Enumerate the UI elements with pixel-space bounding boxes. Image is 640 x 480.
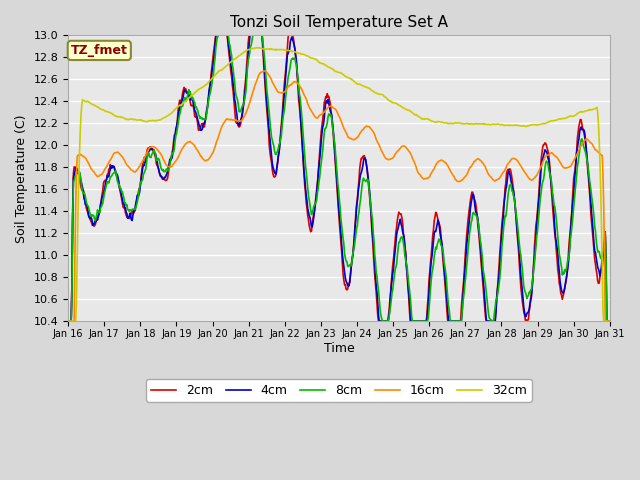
16cm xyxy=(74,152,82,158)
4cm xyxy=(214,27,221,33)
8cm xyxy=(74,169,82,175)
16cm xyxy=(260,68,268,74)
8cm xyxy=(185,87,193,93)
4cm xyxy=(74,170,82,176)
4cm xyxy=(64,318,72,324)
8cm xyxy=(216,27,223,33)
16cm xyxy=(185,139,193,145)
32cm xyxy=(74,214,82,220)
2cm xyxy=(606,318,614,324)
2cm xyxy=(406,307,413,312)
16cm xyxy=(64,318,72,324)
X-axis label: Time: Time xyxy=(324,342,355,355)
32cm xyxy=(253,45,260,50)
16cm xyxy=(406,149,413,155)
16cm xyxy=(606,318,614,324)
2cm xyxy=(421,318,429,324)
4cm xyxy=(185,91,193,97)
32cm xyxy=(130,117,138,122)
2cm xyxy=(214,27,222,33)
4cm xyxy=(606,318,614,324)
4cm xyxy=(214,27,222,33)
32cm xyxy=(185,95,193,101)
2cm xyxy=(212,27,220,33)
Title: Tonzi Soil Temperature Set A: Tonzi Soil Temperature Set A xyxy=(230,15,448,30)
16cm xyxy=(214,137,221,143)
Legend: 2cm, 4cm, 8cm, 16cm, 32cm: 2cm, 4cm, 8cm, 16cm, 32cm xyxy=(146,379,532,402)
2cm xyxy=(64,318,72,324)
2cm xyxy=(74,168,82,174)
Line: 4cm: 4cm xyxy=(68,30,610,321)
32cm xyxy=(421,116,429,122)
32cm xyxy=(214,70,221,76)
8cm xyxy=(64,318,72,324)
2cm xyxy=(130,210,138,216)
2cm xyxy=(185,92,193,98)
8cm xyxy=(421,318,429,324)
Text: TZ_fmet: TZ_fmet xyxy=(71,44,128,57)
Line: 8cm: 8cm xyxy=(68,30,610,321)
8cm xyxy=(606,318,614,324)
Y-axis label: Soil Temperature (C): Soil Temperature (C) xyxy=(15,114,28,242)
Line: 2cm: 2cm xyxy=(68,30,610,321)
32cm xyxy=(406,108,413,113)
4cm xyxy=(406,297,413,303)
8cm xyxy=(214,35,221,40)
Line: 16cm: 16cm xyxy=(68,71,610,321)
16cm xyxy=(130,169,138,175)
Line: 32cm: 32cm xyxy=(68,48,610,321)
16cm xyxy=(421,176,429,181)
8cm xyxy=(130,206,138,212)
4cm xyxy=(421,318,429,324)
8cm xyxy=(406,286,413,292)
32cm xyxy=(606,318,614,324)
4cm xyxy=(130,209,138,215)
32cm xyxy=(64,318,72,324)
